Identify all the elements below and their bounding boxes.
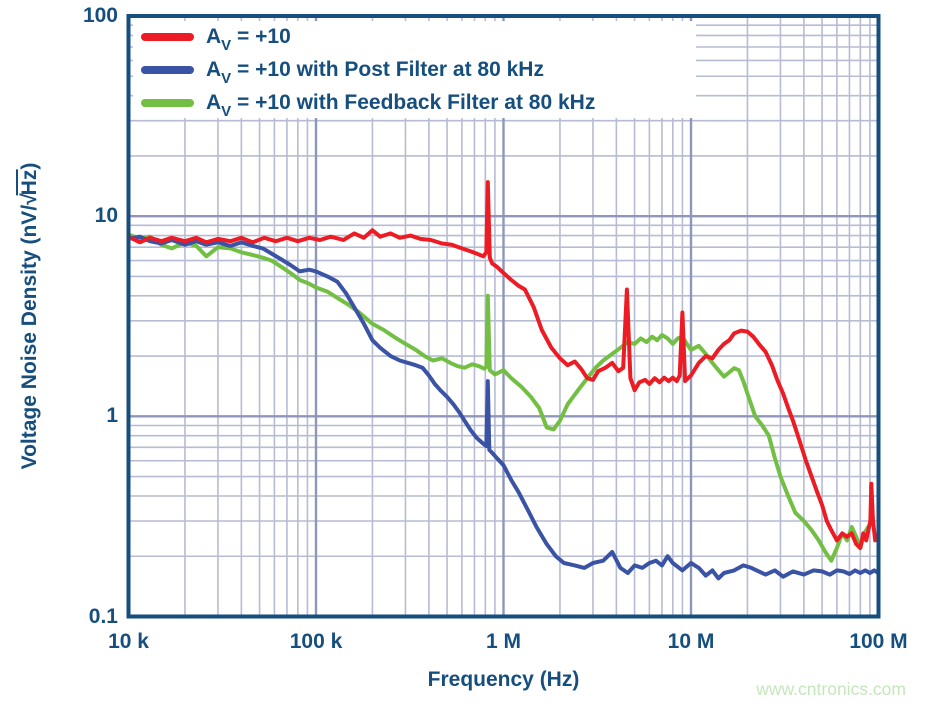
x-tick-label-100M: 100 M [849, 630, 908, 653]
series-line-2 [126, 180, 881, 550]
plot-frame [126, 14, 881, 619]
x-tick-label-100k: 100 k [289, 630, 343, 653]
x-tick-label-1M: 1 M [485, 630, 521, 653]
series-line-1 [126, 234, 881, 581]
legend-label: AV = +10 with Feedback Filter at 80 kHz [206, 90, 596, 120]
y-axis-title: Voltage Noise Density (nV/√Hz) [16, 162, 41, 470]
sqrt-radicand: Hz [16, 169, 41, 196]
legend-item-1: AV = +10 with Post Filter at 80 kHz [133, 57, 696, 87]
y-tick-label-1: 1 [106, 404, 118, 428]
sqrt-symbol: √ [18, 194, 41, 206]
legend-label: AV = +10 [206, 24, 291, 54]
legend-item-2: AV = +10 with Feedback Filter at 80 kHz [133, 90, 696, 120]
y-tick-label-10: 10 [94, 204, 118, 228]
legend: AV = +10 AV = +10 with Post Filter at 80 … [133, 21, 696, 120]
legend-swatch-icon [141, 32, 194, 41]
x-tick-label-10M: 10 M [667, 630, 715, 653]
series-line-0 [126, 232, 871, 563]
watermark: www.cntronics.com [756, 679, 906, 699]
legend-swatch-icon [141, 65, 194, 74]
y-tick-label-0.1: 0.1 [88, 604, 118, 628]
x-tick-label-10k: 10 k [108, 630, 149, 653]
y-tick-label-100: 100 [82, 4, 118, 27]
x-axis-title: Frequency (Hz) [427, 668, 580, 691]
legend-item-0: AV = +10 [133, 24, 696, 54]
legend-swatch-icon [141, 98, 194, 107]
legend-label: AV = +10 with Post Filter at 80 kHz [206, 57, 544, 87]
